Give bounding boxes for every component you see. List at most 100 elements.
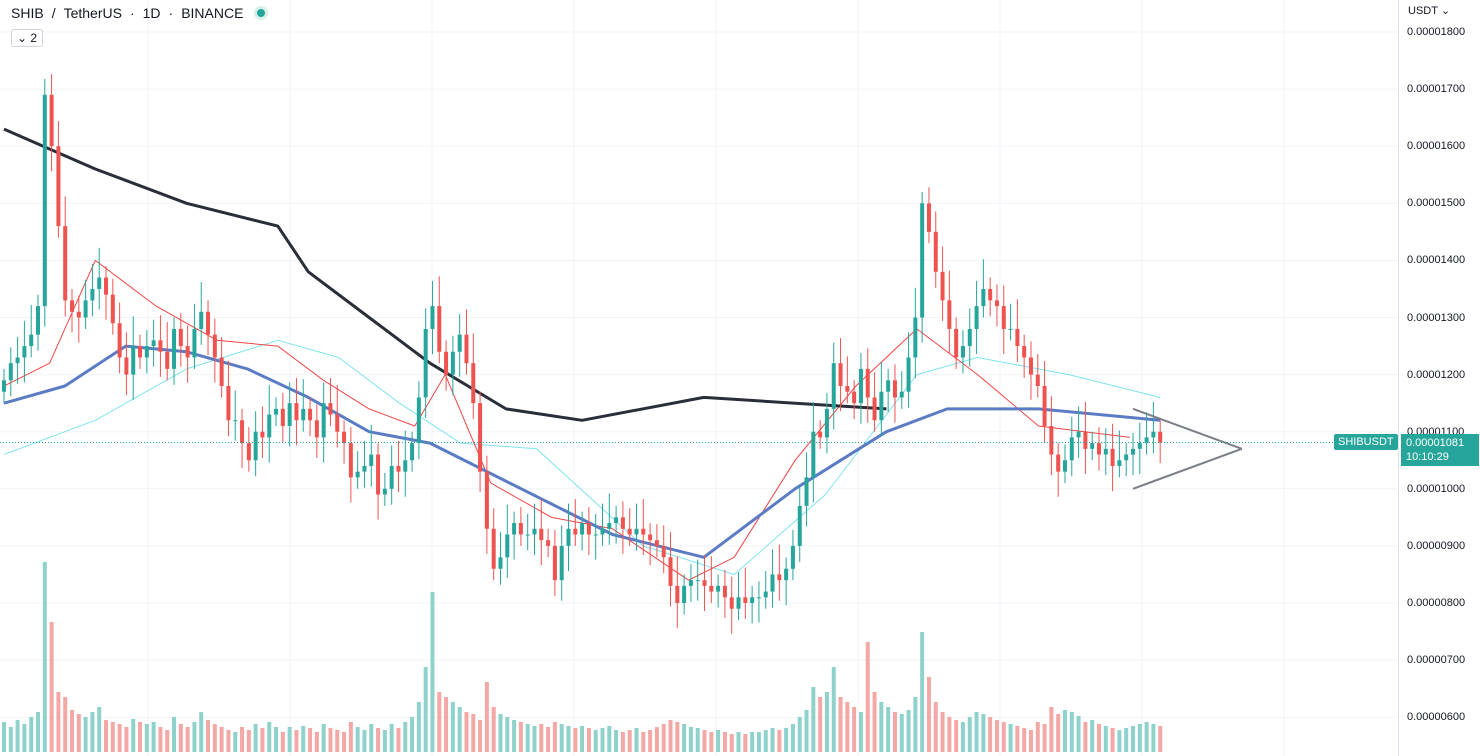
volume-bar: [430, 592, 435, 752]
volume-bar: [858, 712, 863, 752]
volume-bar: [824, 692, 829, 752]
volume-bar: [920, 632, 925, 752]
triangle-line: [1132, 407, 1243, 450]
volume-bar: [988, 717, 993, 752]
volume-bar: [1158, 726, 1163, 752]
volume-bar: [573, 728, 578, 752]
volume-bar: [607, 726, 612, 752]
volume-bar: [1144, 722, 1149, 752]
candle-body: [301, 408, 306, 421]
triangle-drawing: [1132, 407, 1243, 490]
volume-bar: [954, 720, 959, 752]
volume-bar: [1015, 726, 1020, 752]
volume-bar: [838, 697, 843, 752]
candle-body: [1028, 357, 1033, 375]
volume-bar: [63, 697, 68, 752]
candle-body: [1151, 431, 1156, 438]
candle-body: [688, 580, 693, 586]
ma200-line: [3, 127, 887, 422]
price-tick-label: 0.00001000: [1407, 482, 1466, 495]
volume-bar: [294, 730, 299, 752]
currency-selector[interactable]: USDT ⌄: [1408, 4, 1450, 17]
volume-bar: [1096, 724, 1101, 752]
candle-body: [648, 534, 653, 541]
volume-bar: [750, 732, 755, 752]
candle-body: [1008, 328, 1013, 330]
candle-body: [246, 443, 251, 461]
candle-body: [498, 557, 503, 569]
candle-body: [274, 408, 279, 415]
volume-bar: [342, 732, 347, 752]
candle-body: [56, 146, 61, 227]
volume-bar: [933, 702, 938, 752]
candle-body: [920, 203, 925, 318]
candle-body: [158, 340, 163, 352]
volume-bar: [1124, 728, 1129, 752]
candle-body: [593, 534, 598, 536]
volume-bar: [566, 726, 571, 752]
candle-body: [675, 585, 680, 603]
volume-bar: [240, 727, 245, 752]
volume-bar: [104, 720, 109, 752]
candle-body: [634, 528, 639, 535]
candle-body: [206, 311, 211, 335]
triangle-line: [1132, 447, 1243, 490]
price-tick-label: 0.00001700: [1407, 83, 1466, 96]
candle-body: [566, 528, 571, 546]
candle-body: [2, 380, 6, 392]
chevron-down-icon: ⌄: [1440, 5, 1451, 17]
volume-bar: [321, 724, 326, 752]
candle-body: [471, 363, 476, 404]
candle-body: [974, 306, 979, 329]
candle-body: [892, 380, 897, 398]
candle-body: [716, 585, 721, 592]
candle-body: [879, 391, 884, 421]
volume-bar: [56, 692, 61, 752]
candle-body: [444, 351, 449, 375]
price-tick-label: 0.00001600: [1407, 140, 1466, 153]
candle-body: [97, 277, 102, 289]
candle-body: [267, 414, 272, 438]
candle-body: [756, 597, 761, 599]
chart-header: SHIB / TetherUS · 1D · BINANCE: [11, 5, 266, 21]
candle-body: [709, 585, 714, 592]
volume-bar: [192, 722, 197, 752]
candle-body: [1042, 386, 1047, 426]
volume-bar: [512, 720, 517, 752]
symbol-price-tag: SHIBUSDT: [1334, 434, 1398, 450]
candle-body: [355, 471, 360, 478]
volume-bar: [1008, 724, 1013, 752]
volume-bar: [138, 722, 143, 752]
volume-bar: [539, 724, 544, 752]
candle-body: [178, 328, 183, 347]
volume-bar: [852, 707, 857, 752]
candle-body: [389, 465, 394, 489]
candle-body: [396, 465, 401, 472]
volume-bar: [274, 727, 279, 752]
candle-body: [906, 357, 911, 392]
indicators-toggle-button[interactable]: ⌄ 2: [11, 29, 44, 47]
candle-body: [695, 580, 700, 582]
candle-body: [403, 460, 408, 472]
candle-body: [913, 317, 918, 358]
volume-bar: [899, 714, 904, 752]
candle-body: [1022, 346, 1027, 358]
price-tick-label: 0.00001200: [1407, 368, 1466, 381]
volume-bar: [736, 732, 741, 752]
candle-body: [192, 328, 197, 358]
candle-body: [750, 597, 755, 603]
candle-body: [1062, 460, 1067, 472]
volume-bar: [695, 728, 700, 752]
volume-bar: [777, 730, 782, 752]
candle-body: [15, 357, 20, 364]
candle-body: [410, 443, 415, 461]
candle-body: [185, 346, 190, 358]
price-tick-label: 0.00001800: [1407, 26, 1466, 38]
candle-body: [376, 454, 381, 495]
volume-bar: [818, 697, 823, 752]
price-axis[interactable]: [1398, 0, 1480, 756]
candle-body: [1001, 306, 1006, 329]
volume-bar: [580, 726, 585, 752]
volume-bar: [1069, 712, 1074, 752]
